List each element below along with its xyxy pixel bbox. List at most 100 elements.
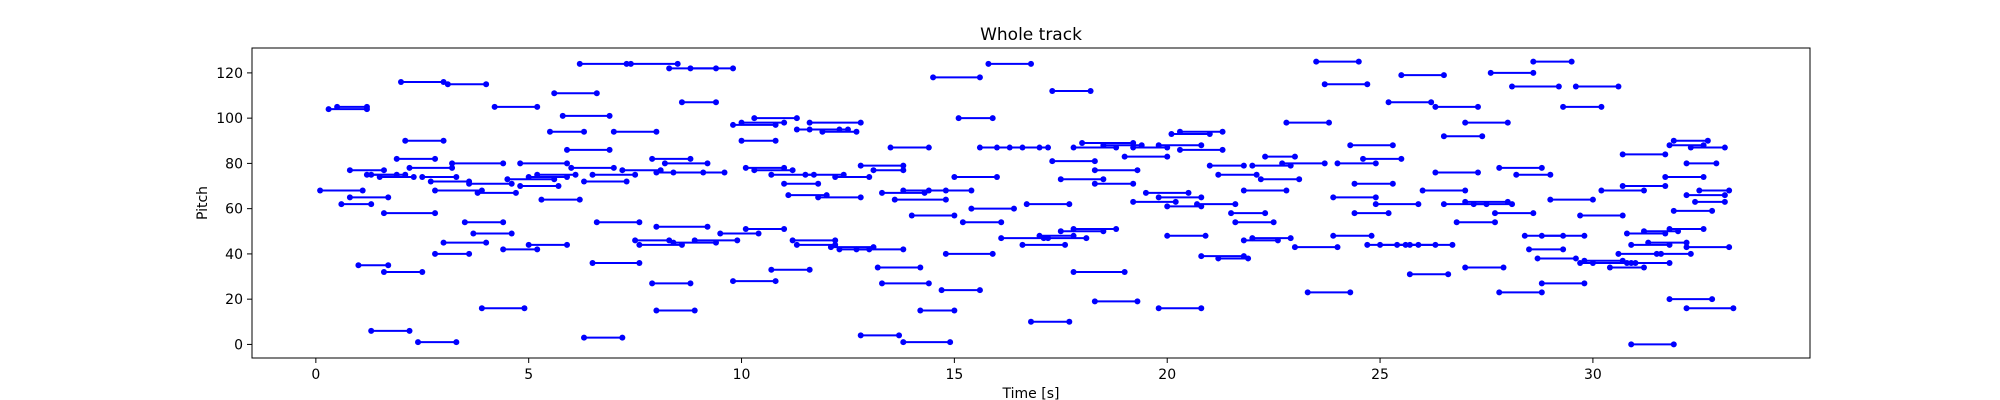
- note-segment: [1130, 198, 1179, 205]
- note-end-point: [734, 237, 741, 244]
- note-start-point: [815, 194, 822, 201]
- note-end-point: [581, 128, 588, 135]
- note-start-point: [1432, 103, 1439, 110]
- note-segment: [1215, 171, 1260, 178]
- note-start-point: [1394, 241, 1401, 248]
- note-start-point: [1215, 171, 1222, 178]
- x-tick-label: 30: [1584, 367, 1602, 383]
- note-start-point: [1496, 164, 1503, 171]
- note-segment: [1530, 58, 1575, 65]
- note-segment: [1121, 153, 1171, 160]
- note-start-point: [1462, 119, 1469, 126]
- note-start-point: [1534, 255, 1541, 262]
- note-start-point: [985, 60, 992, 67]
- note-end-point: [1572, 255, 1579, 262]
- note-start-point: [317, 187, 324, 194]
- note-segment: [891, 196, 949, 203]
- note-segment: [1513, 171, 1554, 178]
- note-segment: [653, 307, 698, 314]
- note-end-point: [793, 115, 800, 122]
- note-segment: [610, 128, 660, 135]
- note-start-point: [976, 144, 983, 151]
- note-start-point: [1121, 153, 1128, 160]
- note-end-point: [1709, 296, 1716, 303]
- note-start-point: [1100, 142, 1107, 149]
- note-start-point: [1687, 144, 1694, 151]
- note-segment: [534, 171, 579, 178]
- note-segment: [1509, 83, 1562, 90]
- note-end-point: [1504, 119, 1511, 126]
- note-start-point: [1406, 241, 1413, 248]
- x-tick-label: 10: [733, 367, 751, 383]
- note-start-point: [568, 164, 575, 171]
- note-start-point: [1628, 241, 1635, 248]
- y-tick-label: 20: [225, 292, 243, 308]
- note-start-point: [879, 280, 886, 287]
- note-end-point: [1730, 305, 1737, 312]
- note-segment: [1577, 212, 1626, 219]
- note-segment: [1653, 250, 1694, 257]
- note-end-point: [1364, 81, 1371, 88]
- note-start-point: [1530, 58, 1537, 65]
- note-end-point: [1474, 103, 1481, 110]
- chart-title: Whole track: [980, 25, 1082, 45]
- note-start-point: [1670, 137, 1677, 144]
- note-end-point: [440, 137, 447, 144]
- note-end-point: [1640, 264, 1647, 271]
- note-end-point: [900, 162, 907, 169]
- note-start-point: [368, 171, 375, 178]
- note-start-point: [1176, 128, 1183, 135]
- note-end-point: [1134, 298, 1141, 305]
- note-segment: [1670, 207, 1716, 214]
- note-start-point: [1440, 201, 1447, 208]
- note-start-point: [1419, 187, 1426, 194]
- note-end-point: [772, 137, 779, 144]
- note-start-point: [955, 115, 962, 122]
- note-start-point: [415, 339, 422, 346]
- note-start-point: [478, 305, 485, 312]
- note-end-point: [508, 230, 515, 237]
- note-start-point: [538, 196, 545, 203]
- note-segment: [627, 60, 681, 67]
- note-start-point: [730, 278, 737, 285]
- note-segment: [449, 160, 507, 167]
- note-end-point: [1091, 158, 1098, 165]
- note-start-point: [649, 155, 656, 162]
- note-segment: [1057, 176, 1107, 183]
- note-start-point: [1619, 183, 1626, 190]
- note-end-point: [1121, 269, 1128, 276]
- note-segment: [870, 167, 907, 174]
- note-segment: [500, 246, 541, 253]
- note-segment: [376, 173, 417, 180]
- note-start-point: [380, 269, 387, 276]
- note-start-point: [742, 226, 749, 233]
- note-end-point: [1640, 187, 1647, 194]
- note-start-point: [474, 189, 481, 196]
- note-start-point: [793, 241, 800, 248]
- note-end-point: [815, 180, 822, 187]
- note-start-point: [666, 65, 673, 72]
- x-tick-label: 20: [1158, 367, 1176, 383]
- note-segment: [1279, 160, 1328, 167]
- note-start-point: [500, 246, 507, 253]
- note-end-point: [432, 155, 439, 162]
- note-start-point: [1049, 158, 1056, 165]
- note-segment: [559, 112, 613, 119]
- note-end-point: [1581, 280, 1588, 287]
- note-segment: [1228, 210, 1269, 217]
- note-segment: [444, 81, 490, 88]
- note-end-point: [1202, 232, 1209, 239]
- note-start-point: [1496, 289, 1503, 296]
- note-start-point: [1526, 246, 1533, 253]
- note-end-point: [1164, 153, 1171, 160]
- note-segment: [576, 60, 630, 67]
- note-start-point: [768, 171, 775, 178]
- note-start-point: [1168, 130, 1175, 137]
- note-start-point: [402, 137, 409, 144]
- note-end-point: [534, 103, 541, 110]
- note-start-point: [1023, 201, 1030, 208]
- note-segment: [806, 119, 864, 126]
- note-end-point: [1449, 241, 1456, 248]
- note-segment: [789, 237, 839, 244]
- note-end-point: [1389, 180, 1396, 187]
